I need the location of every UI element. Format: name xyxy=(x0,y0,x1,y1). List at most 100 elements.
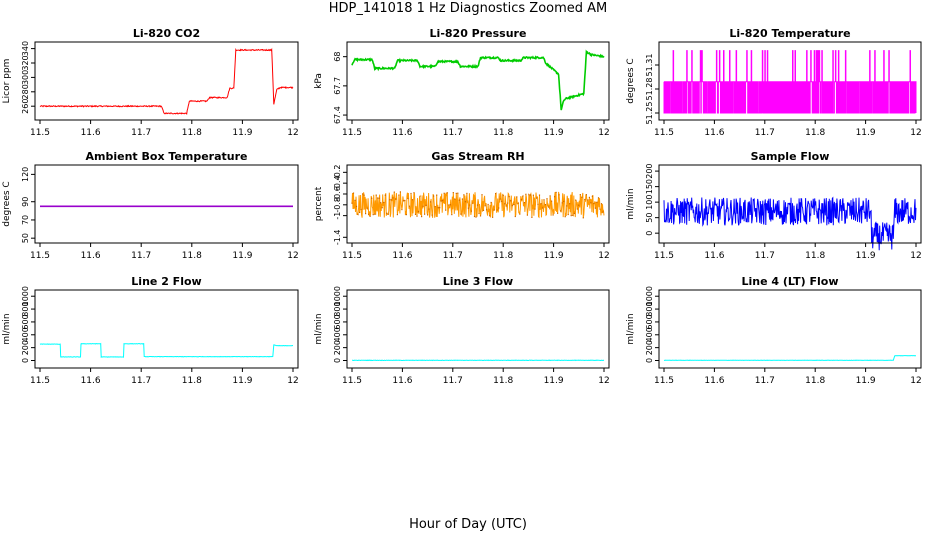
data-point xyxy=(393,191,395,193)
data-point xyxy=(587,199,589,201)
data-point xyxy=(405,214,407,216)
data-point xyxy=(464,201,466,203)
x-tick-label: 11.6 xyxy=(392,251,412,261)
y-tick-label: 200 xyxy=(645,163,654,178)
data-point xyxy=(572,214,574,216)
data-point xyxy=(558,194,560,196)
x-tick-label: 11.7 xyxy=(443,128,463,138)
plot-frame xyxy=(34,164,299,244)
data-series-line xyxy=(663,355,916,361)
data-point xyxy=(369,215,371,217)
x-tick-label: 11.5 xyxy=(342,251,362,261)
y-tick-label: 200 xyxy=(645,340,654,355)
x-tick-label: 11.5 xyxy=(30,128,50,138)
data-point xyxy=(516,196,518,198)
data-point xyxy=(579,194,581,196)
data-point xyxy=(357,213,359,215)
data-point xyxy=(538,194,541,196)
plot-frame xyxy=(34,289,299,369)
x-tick-label: 11.9 xyxy=(232,128,252,138)
y-tick-label: -0.2 xyxy=(333,165,342,181)
data-point xyxy=(490,201,492,204)
y-axis-label: Licor ppm xyxy=(2,59,12,104)
data-point xyxy=(443,192,445,194)
x-tick-label: 11.8 xyxy=(182,376,202,386)
data-series-line xyxy=(663,50,917,114)
data-point xyxy=(510,200,512,202)
panel-8: Line 3 Flow ml/min 11.5 11.6 11.7 11.8 11.9 12 0… xyxy=(314,275,610,386)
x-tick-label: 12 xyxy=(910,128,921,138)
data-point xyxy=(421,216,423,218)
data-point xyxy=(498,207,500,209)
data-point xyxy=(520,199,522,201)
panel-title: Line 2 Flow xyxy=(131,275,201,288)
y-tick-label: 51.25 xyxy=(645,102,654,125)
x-tick-label: 11.9 xyxy=(856,376,876,386)
data-point xyxy=(425,204,427,206)
y-tick-label: 600 xyxy=(645,314,654,329)
x-tick-label: 11.9 xyxy=(544,128,564,138)
data-point xyxy=(469,204,471,206)
x-tick-label: 11.8 xyxy=(805,128,825,138)
data-point xyxy=(413,192,415,194)
data-point xyxy=(475,216,477,218)
data-point xyxy=(476,204,479,206)
x-tick-label: 11.9 xyxy=(232,251,252,261)
data-point xyxy=(563,200,565,202)
data-point xyxy=(582,217,584,219)
y-tick-label: 150 xyxy=(645,179,654,194)
data-point xyxy=(365,213,367,215)
y-tick-label: -1 xyxy=(333,212,342,220)
y-tick-label: 600 xyxy=(333,314,342,329)
data-point xyxy=(481,194,483,196)
x-tick-label: 11.5 xyxy=(342,376,362,386)
x-tick-label: 12 xyxy=(287,376,298,386)
panel-title: Li-820 Temperature xyxy=(729,27,850,40)
data-point xyxy=(599,208,601,210)
data-point xyxy=(467,207,469,209)
data-series-line xyxy=(351,191,605,219)
data-point xyxy=(416,215,418,217)
data-point xyxy=(368,213,370,215)
x-tick-label: 11.5 xyxy=(654,128,674,138)
data-point xyxy=(544,204,547,206)
data-point xyxy=(434,206,436,208)
x-tick-label: 11.7 xyxy=(131,128,151,138)
data-point xyxy=(360,208,362,210)
plot-frame xyxy=(346,289,610,369)
data-point xyxy=(378,197,380,199)
y-tick-label: 51.31 xyxy=(645,54,654,77)
panel-title: Li-820 Pressure xyxy=(430,27,527,40)
data-point xyxy=(422,205,424,207)
panel-5: Gas Stream RH percent 11.5 11.6 11.7 11.8 11.9… xyxy=(314,150,610,261)
panel-2: Li-820 Pressure kPa 11.5 11.6 11.7 11.8 11.9 12… xyxy=(314,27,610,138)
y-tick-label: 0 xyxy=(21,358,30,363)
x-tick-label: 11.8 xyxy=(493,251,513,261)
x-tick-label: 11.6 xyxy=(81,128,101,138)
data-point xyxy=(517,202,519,204)
plot-frame xyxy=(658,289,922,369)
data-point xyxy=(439,207,441,209)
x-tick-label: 11.9 xyxy=(232,376,252,386)
data-point xyxy=(386,212,388,214)
x-tick-label: 11.7 xyxy=(443,251,463,261)
data-point xyxy=(489,215,491,217)
data-point xyxy=(479,215,482,217)
y-axis-label: degrees C xyxy=(2,181,12,226)
data-point xyxy=(495,193,497,195)
x-tick-label: 11.9 xyxy=(544,251,564,261)
x-tick-label: 11.5 xyxy=(30,376,50,386)
data-point xyxy=(407,197,409,200)
data-point xyxy=(486,209,488,211)
data-point xyxy=(461,198,463,200)
data-point xyxy=(567,213,569,216)
data-series-line xyxy=(663,196,917,251)
data-point xyxy=(451,214,453,216)
data-point xyxy=(392,197,394,199)
data-point xyxy=(585,194,587,196)
data-point xyxy=(351,202,353,204)
y-tick-label: -0.6 xyxy=(333,186,342,202)
x-tick-label: 11.5 xyxy=(30,251,50,261)
y-tick-label: 90 xyxy=(21,197,30,207)
